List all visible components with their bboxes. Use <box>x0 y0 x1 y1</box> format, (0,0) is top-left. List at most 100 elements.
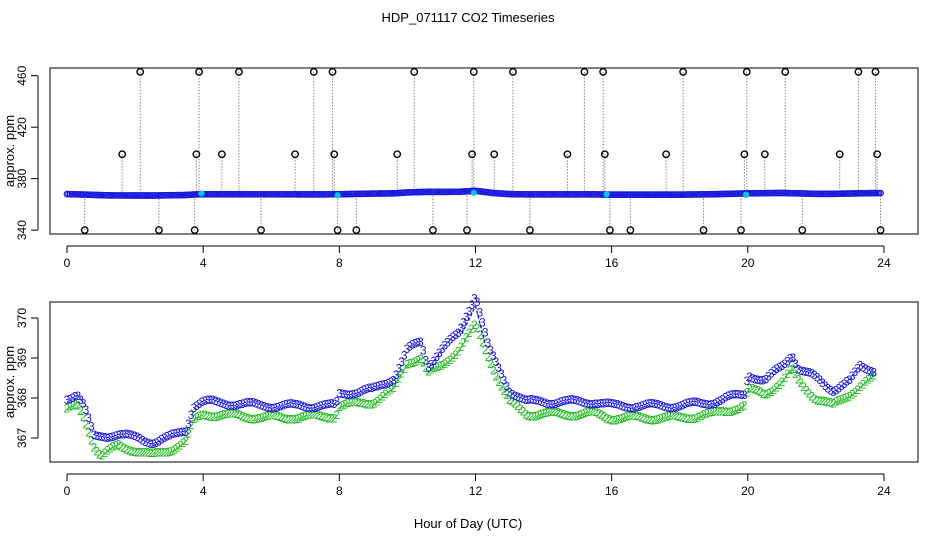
series-2-marker: 2 <box>298 410 305 424</box>
series-3-marker: 3 <box>118 428 125 442</box>
series-3-marker: 3 <box>854 362 861 376</box>
series-2-marker: 2 <box>377 392 384 406</box>
series-2-marker: 2 <box>773 381 780 395</box>
spike-point <box>509 67 517 76</box>
series-3-marker: 3 <box>352 387 359 401</box>
series-2-marker: 2 <box>274 409 281 423</box>
series-2-marker: 2 <box>827 396 834 410</box>
spike-point <box>876 226 885 235</box>
series-2-marker: 2 <box>147 446 154 460</box>
series-2-marker: 2 <box>781 371 788 385</box>
series-3-marker: 3 <box>625 401 632 415</box>
series-2-marker: 2 <box>328 412 335 426</box>
series-2-marker: 2 <box>342 397 349 411</box>
bottom-x-tick-label: 4 <box>200 484 207 498</box>
spike-point <box>781 67 790 76</box>
series-3-marker: 3 <box>714 396 721 410</box>
series-3-marker: 3 <box>377 379 384 393</box>
series-2-marker: 2 <box>762 387 769 401</box>
series-2-marker: 2 <box>420 356 427 370</box>
series-3-marker: 3 <box>541 396 548 410</box>
series-2-marker: 2 <box>679 411 686 425</box>
series-3-marker: 3 <box>174 426 181 440</box>
series-3-marker: 3 <box>568 393 575 407</box>
series-2-marker: 2 <box>584 405 591 419</box>
series-3-marker: 3 <box>110 430 117 444</box>
series-3-marker: 3 <box>733 387 740 401</box>
spike-point <box>760 150 769 159</box>
series-2-marker: 2 <box>808 389 815 403</box>
series-3-marker: 3 <box>619 400 626 414</box>
series-3-marker: 3 <box>363 382 370 396</box>
bottom-y-tick-label: 367 <box>15 428 29 448</box>
series-2-marker: 2 <box>107 441 114 455</box>
top-calibration-points <box>198 189 750 199</box>
series-3-marker: 3 <box>180 425 187 439</box>
series-3-marker: 3 <box>468 298 475 312</box>
series-3-marker: 3 <box>814 370 821 384</box>
series-2-marker: 2 <box>673 409 680 423</box>
bottom-plot-frame <box>49 301 919 463</box>
series-3-marker: 3 <box>452 328 459 342</box>
series-3-marker: 3 <box>768 367 775 381</box>
series-3-marker: 3 <box>441 339 448 353</box>
series-2-marker: 2 <box>455 345 462 359</box>
series-3-marker: 3 <box>587 397 594 411</box>
series-3-marker: 3 <box>789 351 796 365</box>
series-2-marker: 2 <box>862 375 869 389</box>
series-2-marker: 2 <box>676 410 683 424</box>
series-2-marker: 2 <box>83 417 90 431</box>
series-3-marker: 3 <box>663 401 670 415</box>
series-2-marker: 2 <box>150 446 157 460</box>
series-3-marker: 3 <box>458 321 465 335</box>
series-2-marker: 2 <box>166 445 173 459</box>
series-3-marker: 3 <box>447 332 454 346</box>
series-3-marker: 3 <box>819 376 826 390</box>
series-2-marker: 2 <box>201 408 208 422</box>
series-3-marker: 3 <box>164 430 171 444</box>
series-3-marker: 3 <box>385 376 392 390</box>
series-3-marker: 3 <box>112 429 119 443</box>
series-2-marker: 2 <box>223 407 230 421</box>
series-2-marker: 2 <box>754 384 761 398</box>
top-x-axis: 0 4 8 12 16 20 24 <box>64 245 891 270</box>
series-3-marker: 3 <box>590 397 597 411</box>
series-3-marker: 3 <box>868 365 875 379</box>
series-2-marker: 2 <box>671 409 678 423</box>
series-2-marker: 2 <box>843 391 850 405</box>
series-3-marker: 3 <box>719 392 726 406</box>
series-3-marker: 3 <box>490 349 497 363</box>
series-2-marker: 2 <box>431 361 438 375</box>
series-3-marker: 3 <box>584 397 591 411</box>
series-2-marker: 2 <box>579 407 586 421</box>
series-2-marker: 2 <box>865 372 872 386</box>
series-3-peak-connector <box>461 305 477 335</box>
series-2-marker: 2 <box>571 409 578 423</box>
series-2-marker: 2 <box>231 407 238 421</box>
top-x-tick-label: 4 <box>200 256 207 270</box>
series-3-marker: 3 <box>134 430 141 444</box>
series-2-marker: 2 <box>339 399 346 413</box>
series-3-marker: 3 <box>717 394 724 408</box>
series-3-marker: 3 <box>687 395 694 409</box>
series-2-marker: 2 <box>593 405 600 419</box>
series-2-marker: 2 <box>595 407 602 421</box>
series-2-marker: 2 <box>215 409 222 423</box>
series-3-marker: 3 <box>433 350 440 364</box>
series-2-marker: 2 <box>776 378 783 392</box>
series-2-marker: 2 <box>161 446 168 460</box>
series-3-marker: 3 <box>431 354 438 368</box>
series-2-marker: 2 <box>145 446 152 460</box>
series-3-marker: 3 <box>795 363 802 377</box>
series-3-marker: 3 <box>209 393 216 407</box>
series-3-marker: 3 <box>366 381 373 395</box>
series-2-marker: 2 <box>811 392 818 406</box>
spike-point <box>291 150 299 159</box>
series-3-marker: 3 <box>665 401 672 415</box>
series-3-marker: 3 <box>539 395 546 409</box>
series-3-marker: 3 <box>582 396 589 410</box>
series-2-marker: 2 <box>320 410 327 424</box>
series-2-marker: 2 <box>547 405 554 419</box>
series-2-marker: 2 <box>482 343 489 357</box>
series-2-marker: 2 <box>690 412 697 426</box>
